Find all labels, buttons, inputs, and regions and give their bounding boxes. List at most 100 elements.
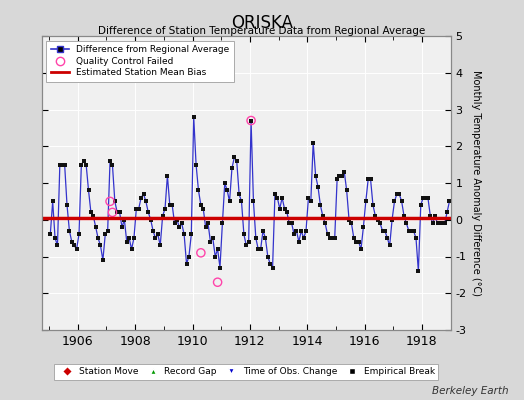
Point — [386, 242, 394, 249]
Point — [354, 238, 363, 245]
Point — [374, 216, 382, 223]
Point — [294, 238, 303, 245]
Point — [149, 228, 157, 234]
Point — [68, 238, 76, 245]
Point — [206, 238, 215, 245]
Point — [264, 253, 272, 260]
Point — [213, 279, 222, 286]
Point — [190, 114, 198, 120]
Point — [127, 246, 136, 252]
Point — [111, 198, 119, 204]
Point — [390, 198, 399, 204]
Point — [65, 228, 73, 234]
Point — [328, 235, 336, 241]
Point — [271, 191, 279, 197]
Point — [237, 198, 246, 204]
Point — [53, 242, 62, 249]
Point — [288, 220, 296, 227]
Point — [252, 235, 260, 241]
Point — [278, 194, 286, 201]
Point — [132, 206, 140, 212]
Point — [196, 202, 205, 208]
Text: Berkeley Earth: Berkeley Earth — [432, 386, 508, 396]
Point — [89, 213, 97, 219]
Point — [362, 198, 370, 204]
Point — [398, 198, 406, 204]
Point — [168, 202, 177, 208]
Point — [302, 228, 310, 234]
Point — [414, 268, 422, 274]
Point — [182, 261, 191, 267]
Point — [113, 209, 122, 216]
Point — [297, 228, 305, 234]
Point — [163, 172, 171, 179]
Point — [366, 176, 375, 182]
Point — [435, 220, 444, 227]
Point — [96, 242, 105, 249]
Point — [407, 228, 416, 234]
Point — [108, 209, 117, 216]
Point — [299, 235, 308, 241]
Point — [249, 198, 258, 204]
Point — [357, 246, 365, 252]
Point — [316, 202, 324, 208]
Point — [319, 213, 327, 219]
Point — [259, 228, 267, 234]
Point — [276, 206, 284, 212]
Point — [115, 209, 124, 216]
Point — [266, 261, 275, 267]
Point — [125, 235, 134, 241]
Point — [147, 216, 155, 223]
Point — [166, 202, 174, 208]
Point — [371, 213, 379, 219]
Point — [106, 198, 114, 204]
Point — [381, 228, 389, 234]
Point — [173, 216, 181, 223]
Point — [376, 220, 384, 227]
Point — [369, 202, 377, 208]
Point — [75, 231, 83, 238]
Point — [213, 246, 222, 252]
Point — [233, 158, 241, 164]
Point — [350, 235, 358, 241]
Text: ORISKA: ORISKA — [231, 14, 293, 32]
Point — [290, 231, 298, 238]
Point — [230, 154, 238, 160]
Point — [247, 117, 255, 124]
Point — [156, 242, 165, 249]
Point — [99, 257, 107, 263]
Point — [101, 231, 110, 238]
Point — [82, 162, 90, 168]
Point — [273, 194, 281, 201]
Point — [321, 220, 330, 227]
Point — [130, 235, 138, 241]
Point — [151, 235, 160, 241]
Point — [337, 172, 346, 179]
Point — [196, 250, 205, 256]
Point — [359, 224, 367, 230]
Point — [364, 176, 373, 182]
Point — [218, 220, 226, 227]
Point — [285, 220, 293, 227]
Point — [139, 191, 148, 197]
Point — [443, 209, 451, 216]
Point — [144, 209, 152, 216]
Point — [187, 231, 195, 238]
Point — [283, 209, 291, 216]
Point — [178, 220, 186, 227]
Point — [235, 191, 243, 197]
Point — [135, 206, 143, 212]
Point — [438, 220, 446, 227]
Point — [405, 228, 413, 234]
Point — [245, 238, 253, 245]
Point — [216, 264, 224, 271]
Point — [335, 172, 344, 179]
Point — [383, 235, 391, 241]
Point — [92, 224, 100, 230]
Point — [161, 206, 169, 212]
Point — [63, 202, 71, 208]
Point — [309, 139, 318, 146]
Point — [331, 235, 339, 241]
Point — [417, 202, 425, 208]
Point — [254, 246, 263, 252]
